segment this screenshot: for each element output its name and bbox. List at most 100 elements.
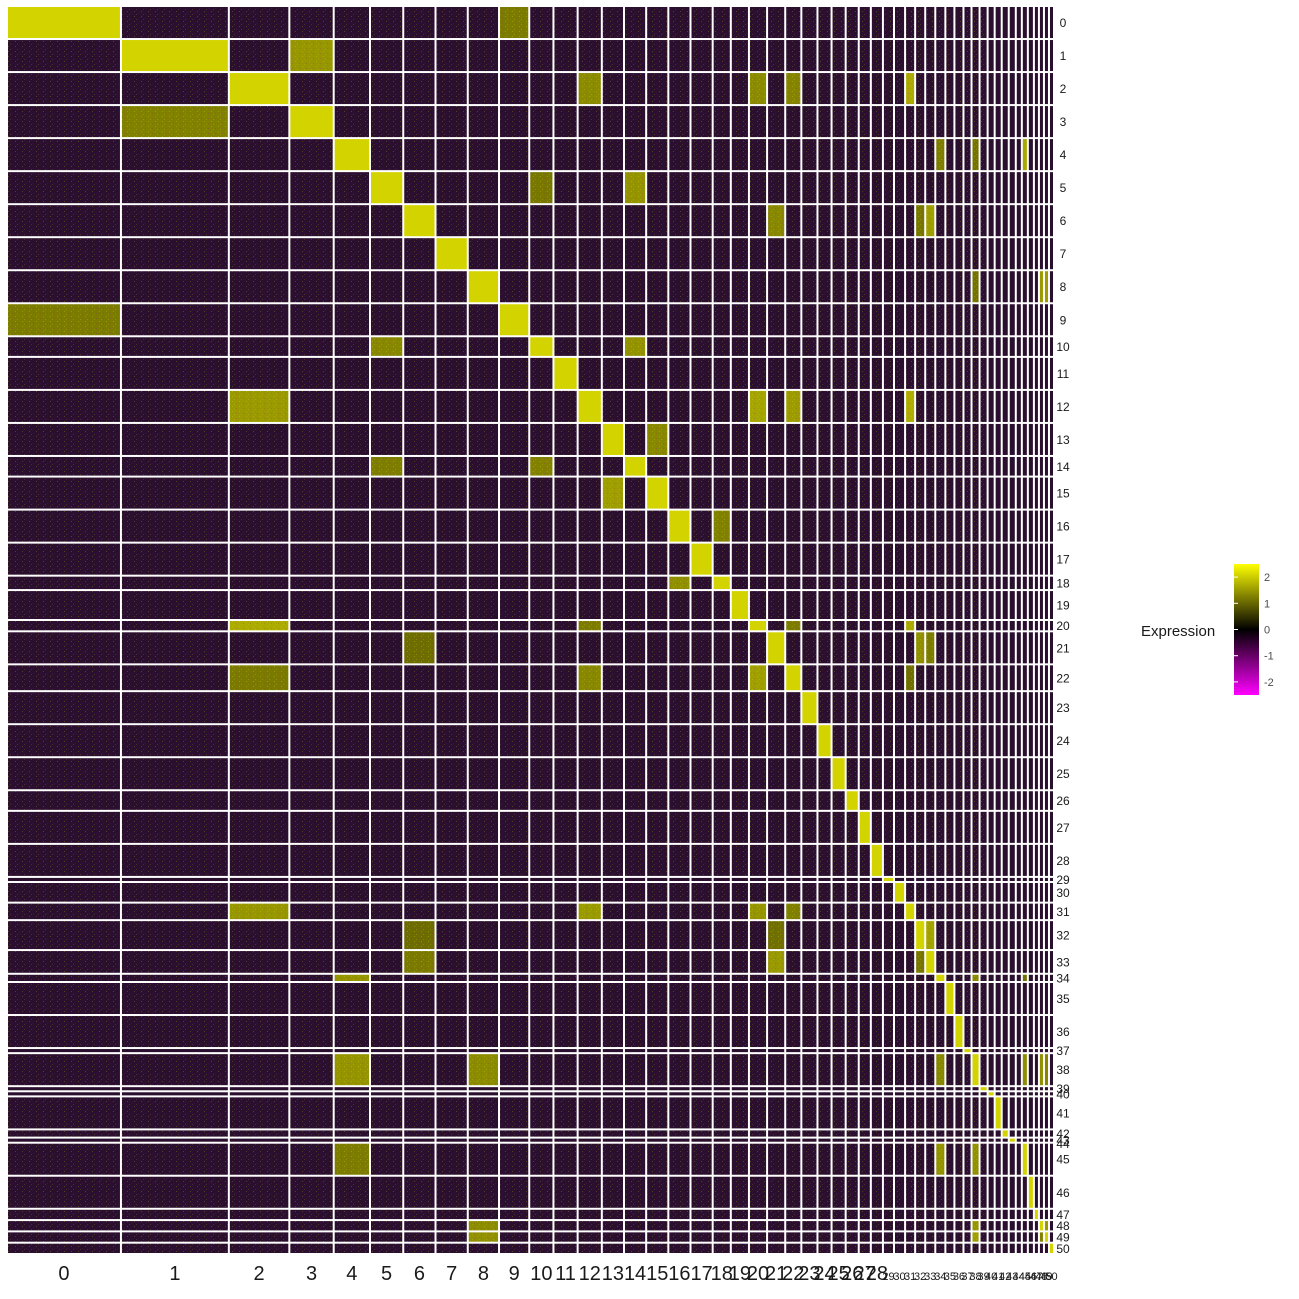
- legend-tick-label: -1: [1264, 651, 1274, 663]
- heatmap-cell-texture: [691, 665, 712, 691]
- heatmap-cell: [1034, 205, 1038, 237]
- heatmap-cell: [1009, 951, 1015, 973]
- heatmap-cell: [1022, 1143, 1027, 1175]
- heatmap-cell-texture: [883, 172, 893, 204]
- heatmap-cell-texture: [602, 1130, 623, 1137]
- heatmap-cell: [1028, 758, 1033, 790]
- heatmap-cell: [988, 1016, 994, 1048]
- heatmap-cell: [1022, 811, 1027, 843]
- heatmap-cell: [8, 7, 120, 39]
- heatmap-cell: [995, 1054, 1001, 1086]
- heatmap-cell-texture: [500, 758, 529, 790]
- heatmap-cell-texture: [964, 903, 971, 920]
- heatmap-cell-texture: [647, 7, 668, 39]
- x-tick-label: 22: [782, 1263, 804, 1285]
- heatmap-cell-texture: [749, 921, 767, 950]
- heatmap-cell: [1016, 238, 1021, 270]
- heatmap-cell: [1034, 725, 1038, 757]
- heatmap-cell-texture: [334, 1232, 369, 1242]
- heatmap-cell: [229, 1087, 289, 1091]
- heatmap-cell: [334, 877, 369, 882]
- heatmap-cell-texture: [786, 844, 801, 876]
- heatmap-cell: [1044, 1016, 1048, 1048]
- heatmap-cell-texture: [731, 1232, 748, 1242]
- heatmap-cell: [1016, 1209, 1021, 1220]
- heatmap-cell-texture: [290, 357, 333, 389]
- heatmap-cell-texture: [786, 951, 801, 973]
- heatmap-cell-texture: [926, 844, 935, 876]
- heatmap-cell-texture: [749, 139, 767, 171]
- heatmap-cell: [995, 1092, 1001, 1096]
- heatmap-cell: [995, 1243, 1001, 1253]
- heatmap-cell-texture: [802, 883, 817, 902]
- heatmap-cell-texture: [647, 1232, 668, 1242]
- heatmap-cell: [1016, 621, 1021, 631]
- heatmap-cell-texture: [404, 477, 435, 509]
- heatmap-cell-texture: [871, 982, 882, 1015]
- heatmap-cell-texture: [906, 1221, 915, 1231]
- heatmap-cell-texture: [916, 357, 925, 389]
- heatmap-cell-texture: [8, 139, 120, 171]
- heatmap-cell-texture: [749, 692, 767, 724]
- heatmap-cell-texture: [818, 883, 831, 902]
- heatmap-cell-texture: [731, 1243, 748, 1253]
- heatmap-cell: [8, 877, 120, 882]
- heatmap-cell: [468, 271, 499, 303]
- heatmap-cell: [1039, 271, 1043, 303]
- heatmap-cell-texture: [500, 205, 529, 237]
- heatmap-cell-texture: [500, 357, 529, 389]
- heatmap-cell-texture: [647, 456, 668, 476]
- heatmap-cell: [1002, 543, 1008, 575]
- heatmap-cell-texture: [972, 883, 979, 902]
- heatmap-cell-texture: [669, 692, 690, 724]
- heatmap-cell: [1039, 621, 1043, 631]
- heatmap-cell: [1049, 1097, 1053, 1129]
- heatmap-cell: [1049, 73, 1053, 105]
- heatmap-cell-texture: [818, 1054, 831, 1086]
- heatmap-cell-texture: [972, 456, 979, 476]
- heatmap-cell-texture: [647, 903, 668, 920]
- heatmap-cell-texture: [871, 304, 882, 336]
- x-tick-label: 47: [1030, 1271, 1042, 1283]
- x-tick-label: 14: [624, 1263, 646, 1285]
- heatmap-cell-texture: [121, 576, 228, 590]
- heatmap-cell-texture: [895, 1097, 905, 1129]
- heatmap-cell: [1034, 844, 1038, 876]
- heatmap-cell-texture: [468, 7, 499, 39]
- heatmap-cell-texture: [859, 883, 870, 902]
- heatmap-cell-texture: [8, 271, 120, 303]
- heatmap-cell-texture: [624, 1054, 646, 1086]
- x-tick-label: 21: [765, 1263, 787, 1285]
- heatmap-cell-texture: [554, 844, 577, 876]
- heatmap-cell: [1034, 477, 1038, 509]
- heatmap-cell-texture: [647, 40, 668, 72]
- heatmap-cell-texture: [624, 758, 646, 790]
- heatmap-cell: [1022, 139, 1027, 171]
- heatmap-cell: [1022, 271, 1027, 303]
- heatmap-cell: [1044, 1232, 1048, 1242]
- heatmap-cell-texture: [647, 1130, 668, 1137]
- heatmap-cell-texture: [916, 982, 925, 1015]
- heatmap-cell-texture: [290, 40, 333, 72]
- heatmap-cell-texture: [768, 692, 785, 724]
- x-tick-label: 24: [813, 1263, 835, 1285]
- heatmap-cell-texture: [370, 73, 403, 105]
- heatmap-cell-texture: [802, 982, 817, 1015]
- heatmap-cell: [647, 1092, 668, 1096]
- heatmap-cell-texture: [669, 725, 690, 757]
- heatmap-cell-texture: [554, 456, 577, 476]
- legend-tick-label: -2: [1264, 677, 1274, 689]
- heatmap-cell-texture: [602, 974, 623, 981]
- heatmap-cell: [1002, 921, 1008, 950]
- heatmap-cell-texture: [8, 1143, 120, 1175]
- heatmap-cell: [1002, 811, 1008, 843]
- heatmap-cell-texture: [334, 1221, 369, 1231]
- heatmap-cell: [1028, 811, 1033, 843]
- heatmap-cell-texture: [818, 423, 831, 455]
- heatmap-cell-texture: [554, 811, 577, 843]
- heatmap-cell: [602, 1092, 623, 1096]
- heatmap-cell-texture: [669, 1097, 690, 1129]
- heatmap-cell-texture: [955, 337, 963, 356]
- heatmap-cell-texture: [895, 982, 905, 1015]
- x-tick-label: 20: [747, 1263, 769, 1285]
